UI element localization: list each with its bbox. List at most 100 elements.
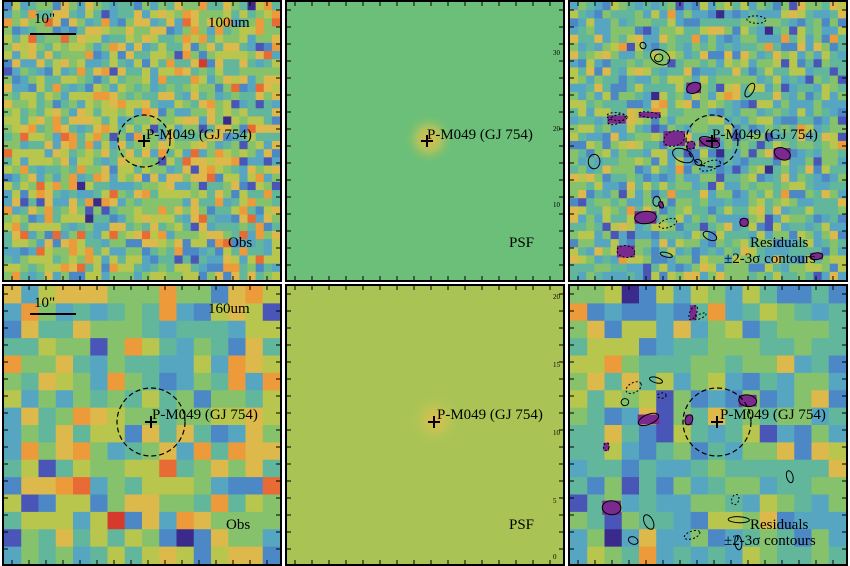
pixel <box>231 255 241 265</box>
pixel <box>740 247 750 257</box>
pixel <box>55 442 74 461</box>
pixel <box>643 230 652 240</box>
pixel <box>781 10 790 19</box>
pixel <box>742 407 761 426</box>
pixel <box>150 198 159 208</box>
pixel <box>740 75 750 85</box>
pixel <box>12 263 21 273</box>
pixel <box>117 206 127 216</box>
pixel <box>659 10 669 19</box>
pixel <box>133 157 143 167</box>
pixel <box>837 149 846 158</box>
pixel <box>777 477 795 496</box>
pixel <box>85 230 94 240</box>
pixel <box>12 222 21 232</box>
pixel <box>675 10 685 19</box>
pixel <box>198 100 208 109</box>
pixel <box>724 181 733 191</box>
pixel <box>142 18 151 28</box>
pixel <box>239 230 249 240</box>
pixel <box>245 425 264 443</box>
pixel <box>659 51 669 60</box>
pixel <box>4 116 13 126</box>
pixel <box>639 320 657 339</box>
pixel <box>215 271 224 280</box>
pixel <box>610 271 620 280</box>
pixel <box>659 100 669 109</box>
pixel <box>231 271 241 280</box>
pixel <box>797 34 807 44</box>
pixel <box>587 425 606 443</box>
pixel <box>142 51 151 60</box>
pixel <box>764 2 774 11</box>
pixel <box>811 459 830 478</box>
pixel <box>247 51 257 60</box>
pixel <box>578 132 587 142</box>
pixel <box>263 190 273 199</box>
pixel <box>639 303 657 322</box>
pixel <box>77 10 86 19</box>
pixel <box>52 149 62 158</box>
pixel <box>158 149 167 158</box>
pixel <box>239 181 249 191</box>
pixel <box>44 116 54 126</box>
pixel <box>158 42 167 52</box>
pixel <box>651 83 660 93</box>
pixel <box>109 173 119 183</box>
pixel <box>142 157 151 167</box>
pixel <box>699 222 709 232</box>
pixel <box>604 511 623 530</box>
pixel <box>578 157 587 167</box>
pixel <box>789 132 798 142</box>
pixel <box>206 51 216 60</box>
pixel <box>586 83 595 93</box>
pixel <box>263 91 273 101</box>
pixel <box>142 34 151 44</box>
pixel <box>60 124 70 134</box>
pixel <box>21 529 40 548</box>
pixel <box>215 108 224 118</box>
pixel <box>570 67 579 77</box>
pixel <box>813 100 823 109</box>
sigma-contour <box>642 514 655 530</box>
pixel <box>570 165 579 175</box>
negative-pixel <box>607 115 626 124</box>
pixel <box>610 2 620 11</box>
pixel <box>262 372 280 391</box>
pixel <box>125 67 135 77</box>
pixel <box>772 247 782 257</box>
pixel <box>107 407 126 426</box>
pixel <box>20 132 29 142</box>
pixel <box>262 511 280 530</box>
pixel <box>228 372 247 391</box>
pixel <box>20 83 29 93</box>
pixel <box>255 222 265 232</box>
pixel <box>690 546 709 564</box>
pixel <box>182 124 192 134</box>
pixel <box>659 91 669 101</box>
pixel <box>150 34 159 44</box>
pixel <box>699 51 709 60</box>
pixel <box>28 42 38 52</box>
pixel <box>586 108 595 118</box>
pixel <box>673 511 692 530</box>
pixel <box>621 459 640 478</box>
pixel <box>756 263 766 273</box>
pixel <box>117 198 127 208</box>
pixel <box>38 303 57 322</box>
pixel <box>656 546 675 564</box>
pixel <box>683 230 693 240</box>
pixel <box>93 190 103 199</box>
pixel <box>811 511 830 530</box>
pixel <box>198 239 208 248</box>
pixel <box>21 303 40 322</box>
pixel <box>570 141 579 150</box>
pixel <box>805 181 815 191</box>
pixel <box>691 214 701 224</box>
pixel <box>182 198 192 208</box>
pixel <box>231 2 241 11</box>
pixel <box>656 477 675 496</box>
pixel <box>4 132 13 142</box>
pixel <box>756 91 766 101</box>
pixel <box>117 108 127 118</box>
